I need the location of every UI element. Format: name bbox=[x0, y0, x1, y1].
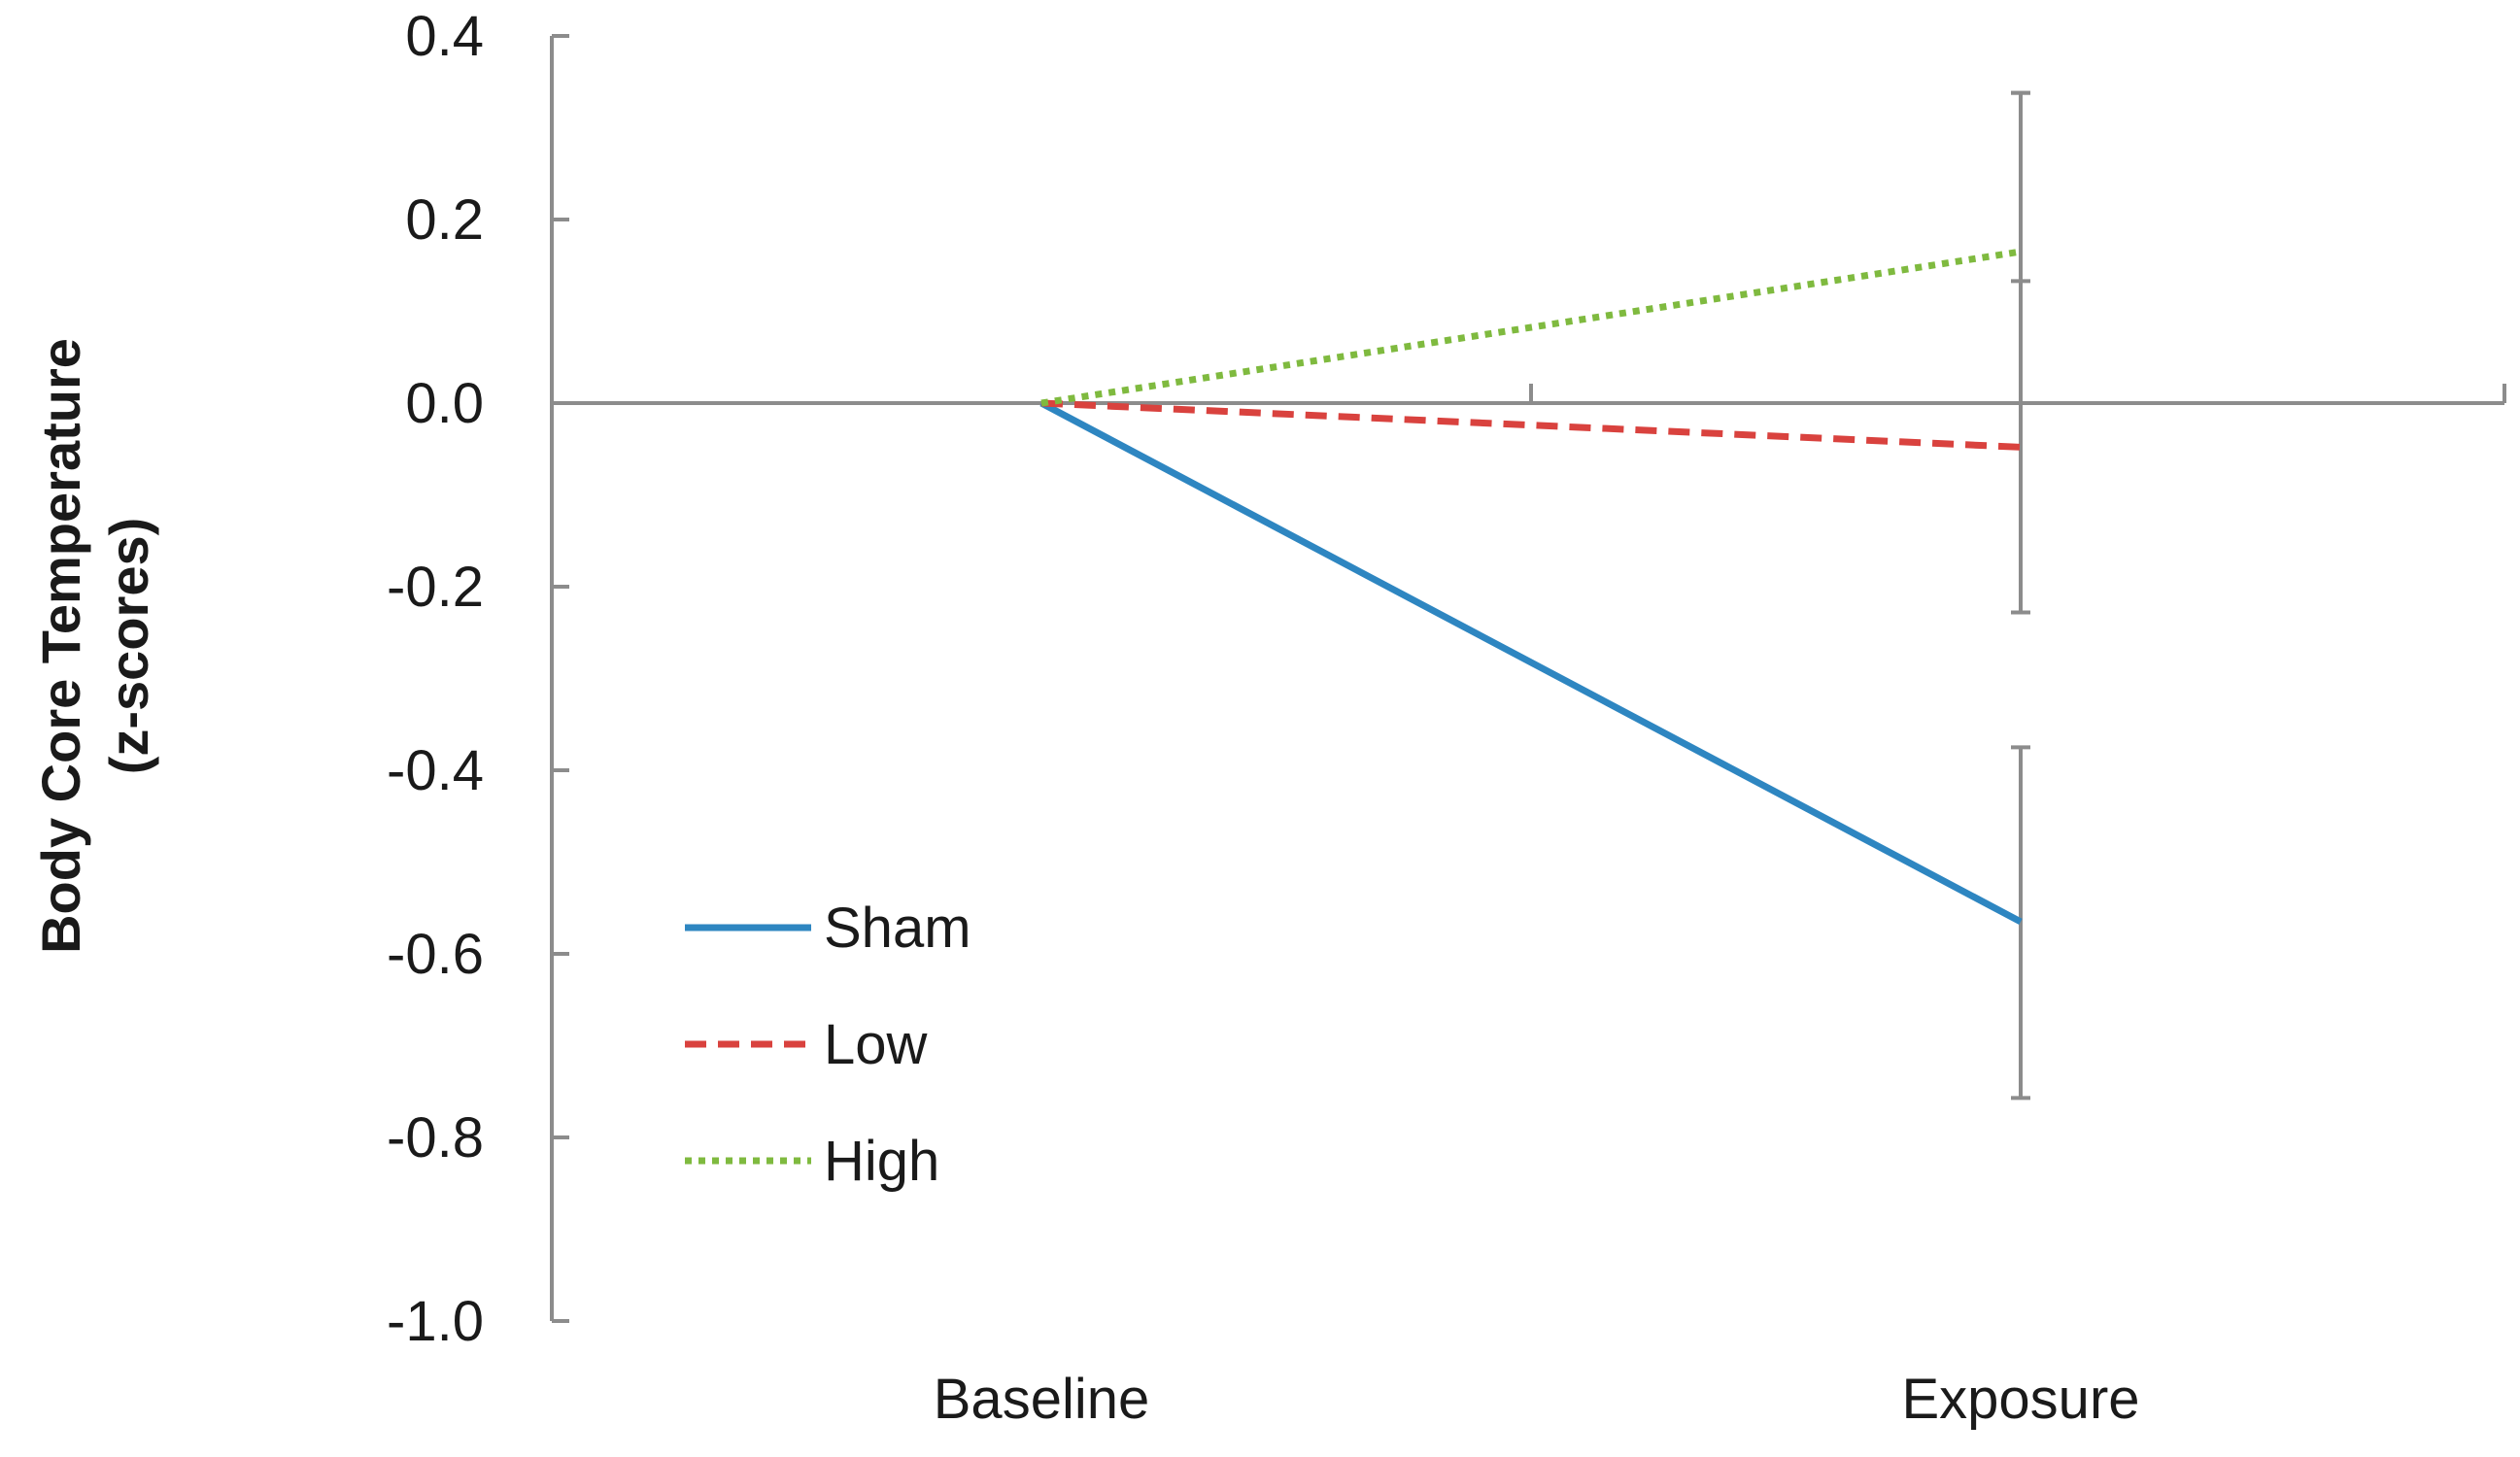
legend-label-sham: Sham bbox=[824, 897, 971, 960]
error-bars bbox=[2011, 90, 2030, 1101]
series-line-high bbox=[1040, 248, 2022, 407]
y-axis-title-line-1: Body Core Temperature bbox=[30, 338, 91, 954]
series-lines bbox=[1039, 248, 2023, 926]
y-tick-label: -0.2 bbox=[387, 556, 484, 619]
y-tick-label: -0.4 bbox=[387, 739, 484, 802]
series-line-low bbox=[1040, 399, 2022, 451]
y-tick-label: 0.2 bbox=[405, 188, 484, 252]
legend: Sham Low High bbox=[685, 897, 971, 1193]
x-category-label: Exposure bbox=[1901, 1368, 2139, 1431]
legend-label-high: High bbox=[824, 1130, 939, 1193]
series-line-sham bbox=[1039, 399, 2023, 926]
y-axis: 0.4 0.2 0.0 -0.2 -0.4 -0.6 -0.8 -1.0 bbox=[387, 5, 569, 1353]
x-category-label: Baseline bbox=[934, 1368, 1149, 1431]
x-axis: Baseline Exposure bbox=[552, 384, 2506, 1431]
y-tick-label: 0.0 bbox=[405, 372, 484, 435]
y-tick-label: -1.0 bbox=[387, 1290, 484, 1353]
y-axis-title-line-2: (z-scores) bbox=[98, 518, 159, 775]
y-tick-label: -0.8 bbox=[387, 1106, 484, 1169]
y-tick-label: 0.4 bbox=[405, 5, 484, 68]
legend-label-low: Low bbox=[824, 1013, 929, 1076]
y-tick-label: -0.6 bbox=[387, 923, 484, 986]
